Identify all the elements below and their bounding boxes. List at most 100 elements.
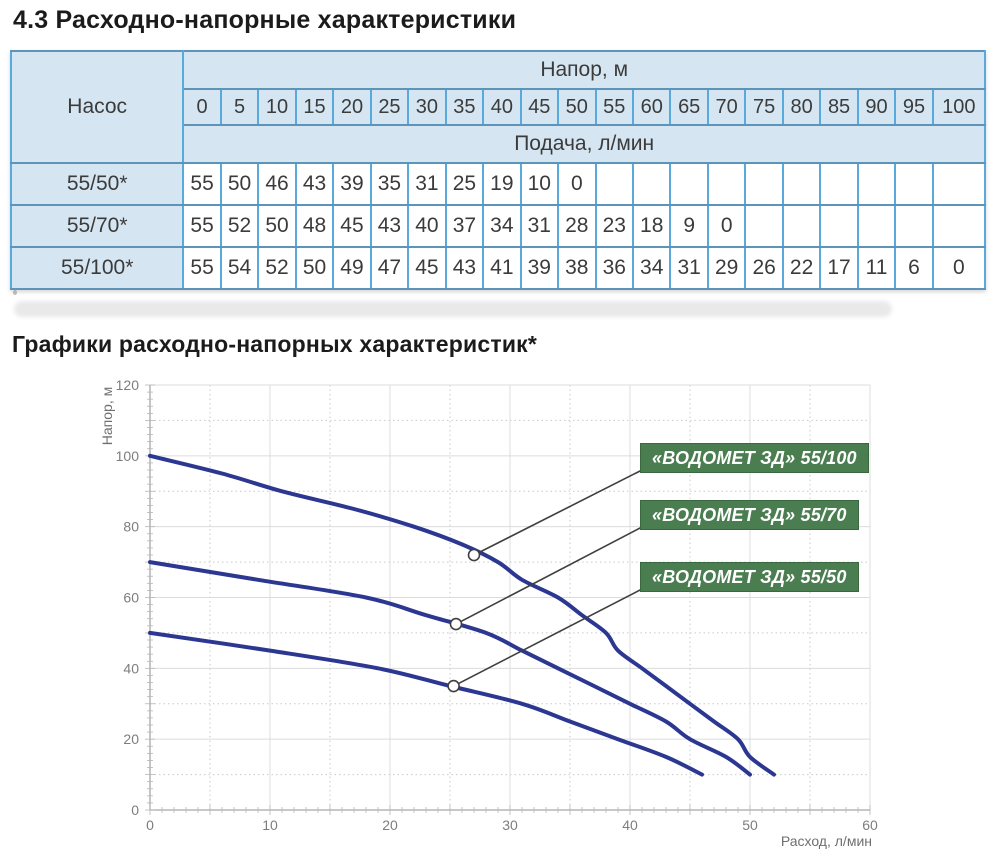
flow-value-cell: 36 <box>594 246 634 290</box>
callout-leader-line <box>455 526 643 625</box>
flow-value-cell: 23 <box>594 204 634 248</box>
pump-row: 55/100* 55 54 52 50 49 47 45 43 41 39 38 36 34 31 29 26 2… <box>9 246 987 290</box>
flow-value-cell: 37 <box>444 204 485 248</box>
head-values-row: 0 5 10 15 20 25 30 35 40 45 50 55 60 65 70 75 80 85 90 95 10… <box>11 88 987 126</box>
flow-value-cell <box>931 204 987 248</box>
head-value-cell: 45 <box>519 88 560 126</box>
callout-marker <box>449 617 463 631</box>
y-tick-label: 80 <box>123 519 139 535</box>
flow-value-cell: 19 <box>482 162 522 206</box>
x-tick-label: 50 <box>742 817 758 833</box>
head-value-cell: 55 <box>594 88 634 126</box>
flow-value-cell: 39 <box>519 246 560 290</box>
head-value-cell: 50 <box>557 88 597 126</box>
flow-value-cell: 11 <box>856 246 897 290</box>
head-value-cell: 25 <box>369 88 410 126</box>
flow-value-cell <box>856 204 897 248</box>
callout-marker <box>467 548 481 562</box>
flow-value-cell: 9 <box>669 204 709 248</box>
flow-value-cell <box>781 204 822 248</box>
head-value-cell: 70 <box>706 88 747 126</box>
flow-value-cell: 45 <box>407 246 447 290</box>
head-value-cell: 60 <box>631 88 672 126</box>
flow-value-cell: 39 <box>332 162 372 206</box>
y-tick-label: 40 <box>123 660 139 676</box>
flow-value-cell: 50 <box>219 162 260 206</box>
flow-value-cell: 52 <box>219 204 260 248</box>
pump-column-header: Насос <box>9 50 185 164</box>
flow-value-cell <box>744 162 784 206</box>
series-label: «ВОДОМЕТ ЗД» 55/70 <box>640 500 859 530</box>
flow-value-cell <box>856 162 897 206</box>
flow-value-cell: 55 <box>182 162 222 206</box>
x-tick-label: 30 <box>502 817 518 833</box>
pump-row: 55/70* 55 52 50 48 45 43 40 37 34 31 28 23 18 9 0 <box>9 204 987 248</box>
flow-value-cell <box>631 162 672 206</box>
head-value-cell: 65 <box>669 88 709 126</box>
flow-value-cell <box>594 162 634 206</box>
head-value-cell: 100 <box>931 88 987 126</box>
blurred-footnote-strip <box>14 301 892 317</box>
x-tick-label: 20 <box>382 817 398 833</box>
flow-value-cell: 52 <box>257 246 297 290</box>
head-value-cell: 0 <box>182 88 222 126</box>
flow-value-cell <box>894 204 934 248</box>
flow-value-cell: 46 <box>257 162 297 206</box>
head-value-cell: 15 <box>294 88 335 126</box>
flow-value-cell: 28 <box>557 204 597 248</box>
flow-value-cell <box>819 162 859 206</box>
flow-value-cell <box>781 162 822 206</box>
callout-leader-line <box>473 469 643 556</box>
flow-value-cell: 34 <box>631 246 672 290</box>
flow-value-cell: 43 <box>294 162 335 206</box>
series-label: «ВОДОМЕТ ЗД» 55/50 <box>640 562 859 592</box>
section-heading: 4.3 Расходно-напорные характеристики <box>13 6 517 34</box>
footnote-mark <box>13 290 17 295</box>
head-value-cell: 40 <box>482 88 522 126</box>
flow-head-chart: 0 10 20 30 40 50 60 0 20 40 60 80 100 120 Напор, м Расх… <box>0 370 1000 849</box>
pump-name-cell: 55/50* <box>9 162 185 206</box>
head-value-cell: 30 <box>407 88 447 126</box>
y-tick-label: 120 <box>116 377 140 393</box>
flow-value-cell: 50 <box>294 246 335 290</box>
flow-value-cell: 22 <box>781 246 822 290</box>
flow-value-cell: 29 <box>706 246 747 290</box>
head-value-cell: 85 <box>819 88 859 126</box>
flow-value-cell <box>744 204 784 248</box>
flow-value-cell: 17 <box>819 246 859 290</box>
head-value-cell: 75 <box>744 88 784 126</box>
callout-marker <box>447 679 460 693</box>
flow-value-cell: 35 <box>369 162 410 206</box>
pump-row: 55/50* 55 50 46 43 39 35 31 25 19 10 0 <box>9 162 987 206</box>
flow-value-cell: 41 <box>482 246 522 290</box>
y-axis-title: Напор, м <box>99 387 115 445</box>
flow-value-cell: 10 <box>519 162 560 206</box>
curve-55-70 <box>148 560 752 777</box>
x-tick-label: 10 <box>262 817 278 833</box>
flow-value-cell: 45 <box>332 204 372 248</box>
flow-value-cell: 48 <box>294 204 335 248</box>
head-value-cell: 95 <box>894 88 934 126</box>
y-tick-label: 100 <box>116 448 140 464</box>
flow-value-cell: 55 <box>182 246 222 290</box>
flow-value-cell: 43 <box>369 204 410 248</box>
curve-55-50 <box>148 630 704 777</box>
flow-value-cell <box>931 162 987 206</box>
flow-value-cell: 31 <box>669 246 709 290</box>
flow-value-cell: 0 <box>557 162 597 206</box>
callout-leader-line <box>453 588 643 687</box>
pump-characteristics-table: Насос Напор, м 0 5 10 15 20 25 30 35 40 45 50 55 60 6… <box>9 50 987 290</box>
series-label: «ВОДОМЕТ ЗД» 55/100 <box>640 443 869 473</box>
flow-value-cell: 49 <box>332 246 372 290</box>
head-value-cell: 20 <box>332 88 372 126</box>
flow-value-cell: 6 <box>894 246 934 290</box>
x-tick-label: 60 <box>862 817 878 833</box>
flow-value-cell: 31 <box>519 204 560 248</box>
flow-value-cell: 38 <box>557 246 597 290</box>
flow-value-cell: 0 <box>706 204 747 248</box>
pump-name-cell: 55/100* <box>9 246 185 290</box>
y-tick-label: 60 <box>123 590 139 606</box>
flow-value-cell: 54 <box>219 246 260 290</box>
